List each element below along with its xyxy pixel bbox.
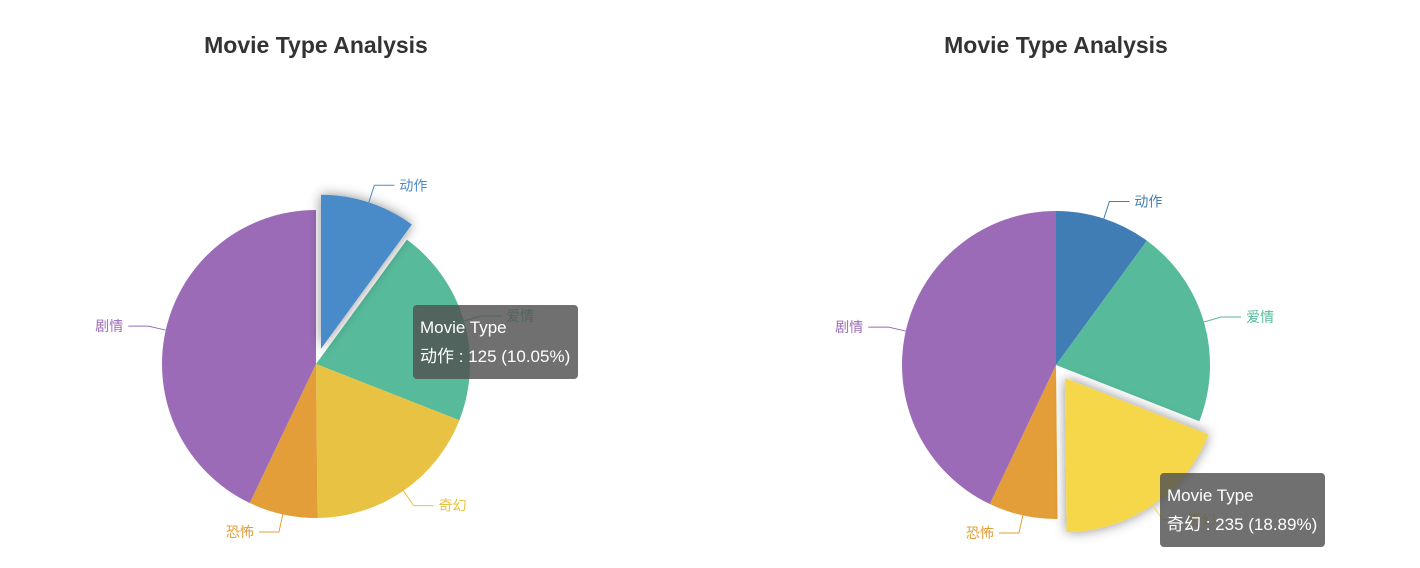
pie-slice-526760c5[interactable] <box>162 210 316 504</box>
slice-label-52a84f5c: 动作 <box>399 178 427 194</box>
label-line-52a84f5c <box>368 184 395 203</box>
pie-slice-60506016[interactable] <box>989 365 1058 519</box>
tooltip-text: 动作 : 125 (10.05%) <box>420 347 571 366</box>
pie-slice-52a84f5c[interactable] <box>320 194 412 349</box>
pie-panel-right: Movie Type Analysis 动作爱情恐怖剧情奇幻 Movie Typ… <box>710 0 1420 568</box>
slice-label-52a84f5c: 动作 <box>1134 194 1162 210</box>
slice-label-60506016: 恐怖 <box>966 525 994 542</box>
slice-label-526760c5: 剧情 <box>95 319 123 335</box>
label-line-59475e7b <box>402 490 434 507</box>
label-line-723160c5 <box>1203 316 1242 323</box>
slice-label-60506016: 恐怖 <box>226 524 254 541</box>
slice-label-526760c5: 剧情 <box>835 320 863 336</box>
pie-slice-526760c5[interactable] <box>902 211 1056 505</box>
label-line-60506016 <box>998 515 1024 534</box>
pie-slice-59475e7b[interactable] <box>316 364 460 518</box>
label-line-526760c5 <box>128 325 166 331</box>
pie-slice-52a84f5c[interactable] <box>1056 211 1147 365</box>
chart-tooltip: Movie Type 奇幻 : 235 (18.89%) <box>1160 473 1326 547</box>
pie-slice-723160c5[interactable] <box>1056 240 1210 422</box>
tooltip-title: Movie Type <box>420 318 507 337</box>
label-line-60506016 <box>258 514 284 533</box>
pie-panel-left: Movie Type Analysis 爱情奇幻恐怖剧情动作 Movie Typ… <box>0 0 710 568</box>
label-line-52a84f5c <box>1103 200 1130 219</box>
pie-chart-right[interactable]: 动作爱情恐怖剧情奇幻 <box>710 0 1420 568</box>
pie-slice-60506016[interactable] <box>249 364 318 518</box>
chart-tooltip: Movie Type 动作 : 125 (10.05%) <box>413 305 579 379</box>
tooltip-title: Movie Type <box>1167 486 1254 505</box>
chart-title: Movie Type Analysis <box>204 32 428 58</box>
slice-label-723160c5: 爱情 <box>1246 310 1274 326</box>
label-line-526760c5 <box>868 326 906 332</box>
tooltip-text: 奇幻 : 235 (18.89%) <box>1167 515 1318 534</box>
slice-label-59475e7b: 奇幻 <box>439 498 467 515</box>
chart-title: Movie Type Analysis <box>944 32 1168 58</box>
pie-slice-59475e7b[interactable] <box>1065 378 1209 533</box>
pie-chart-left[interactable]: 爱情奇幻恐怖剧情动作 <box>0 0 710 568</box>
